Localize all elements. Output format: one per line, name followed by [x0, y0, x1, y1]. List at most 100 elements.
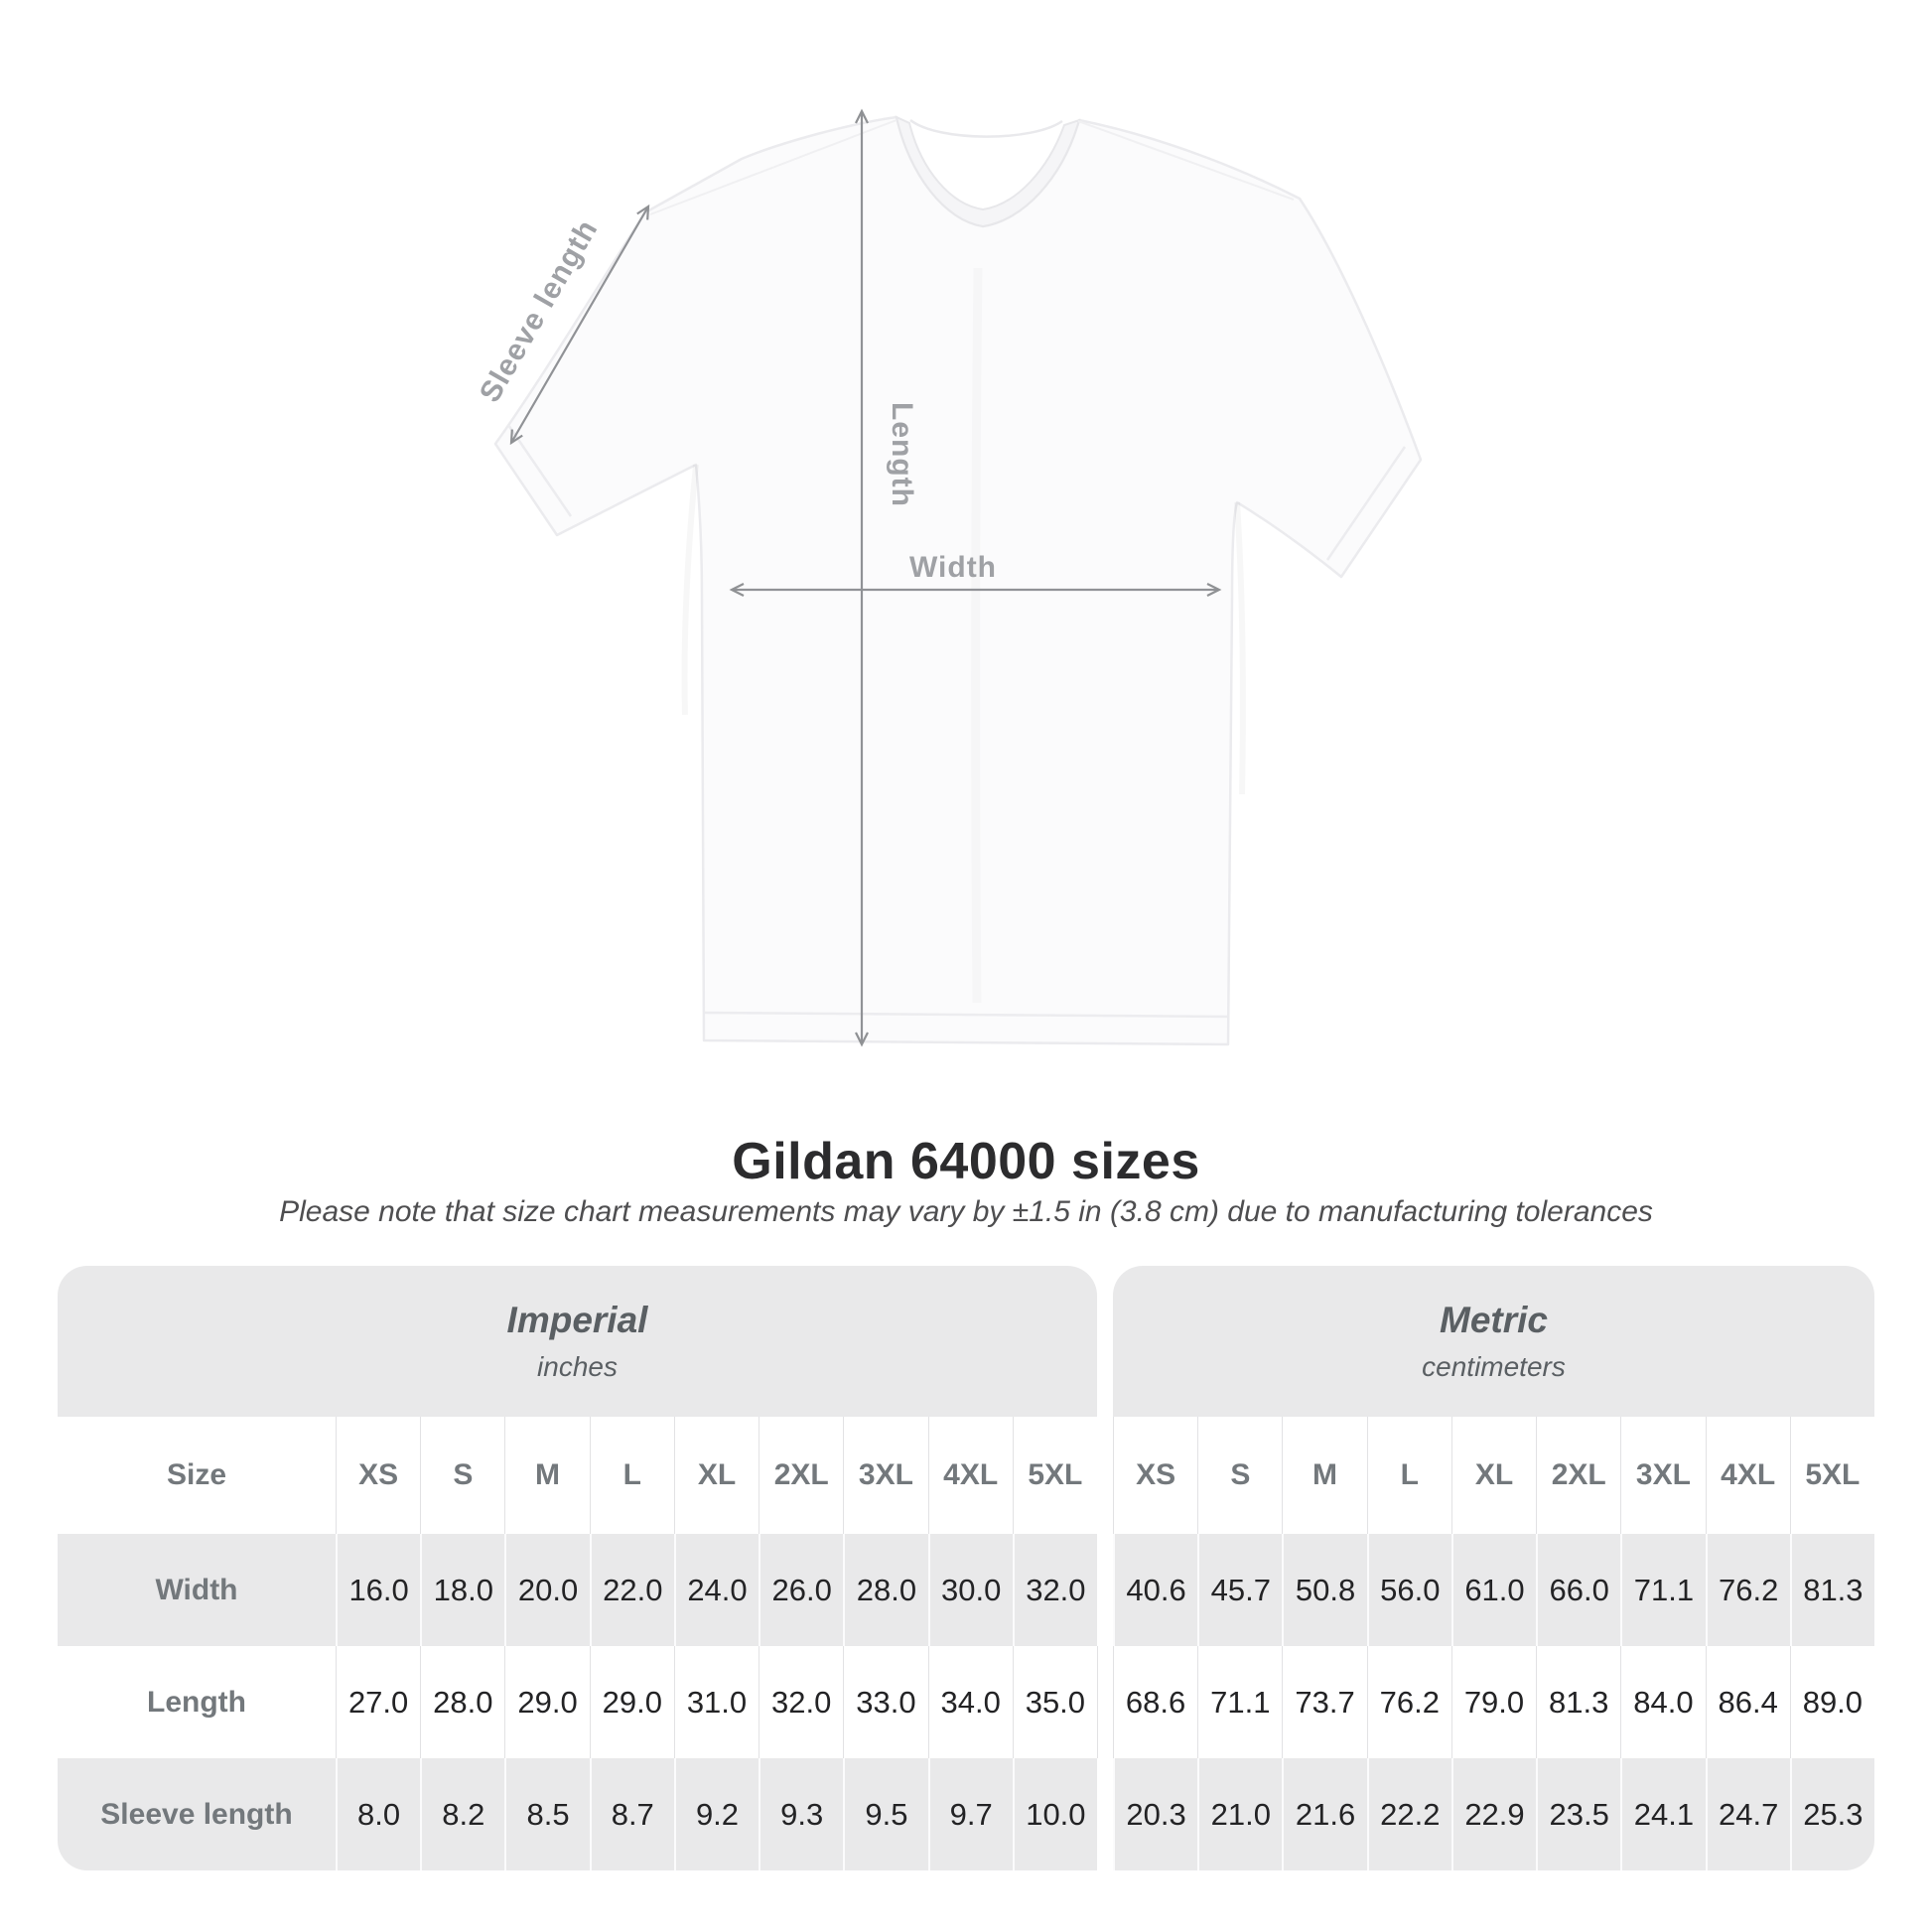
- group-gap: [1097, 1417, 1113, 1534]
- size-col-header: XS: [1112, 1417, 1197, 1534]
- value-cell: 56.0: [1366, 1534, 1451, 1646]
- value-cell: 45.7: [1197, 1534, 1282, 1646]
- value-cell: 40.6: [1112, 1534, 1197, 1646]
- size-col-header: XL: [673, 1417, 759, 1534]
- size-table: Imperial inches Metric centimeters Size …: [58, 1266, 1874, 1870]
- value-cell: 8.2: [420, 1758, 504, 1870]
- metric-band-unit: centimeters: [1422, 1351, 1566, 1382]
- size-col-header: 5XL: [1012, 1417, 1097, 1534]
- value-cell: 71.1: [1620, 1534, 1705, 1646]
- value-cell: 89.0: [1789, 1646, 1874, 1758]
- value-cell: 24.0: [673, 1534, 759, 1646]
- value-cell: 81.3: [1789, 1534, 1874, 1646]
- tshirt-graphic: [493, 115, 1423, 1046]
- size-col-header: S: [420, 1417, 504, 1534]
- value-cell: 9.5: [843, 1758, 927, 1870]
- value-cell: 32.0: [1012, 1534, 1097, 1646]
- size-col-header: 4XL: [927, 1417, 1013, 1534]
- size-col-header: 3XL: [843, 1417, 927, 1534]
- value-cell: 29.0: [504, 1646, 589, 1758]
- table-row-width: Width 16.0 18.0 20.0 22.0 24.0 26.0 28.0…: [58, 1534, 1874, 1646]
- size-col-header: 5XL: [1789, 1417, 1874, 1534]
- value-cell: 8.5: [504, 1758, 589, 1870]
- value-cell: 84.0: [1620, 1646, 1705, 1758]
- value-cell: 18.0: [420, 1534, 504, 1646]
- value-cell: 30.0: [927, 1534, 1013, 1646]
- value-cell: 9.3: [759, 1758, 843, 1870]
- value-cell: 22.2: [1366, 1758, 1451, 1870]
- unit-band-row: Imperial inches Metric centimeters: [58, 1266, 1874, 1417]
- tolerance-note: Please note that size chart measurements…: [279, 1195, 1653, 1228]
- imperial-band: Imperial inches: [58, 1266, 1097, 1417]
- value-cell: 21.0: [1197, 1758, 1282, 1870]
- size-col-header: XS: [336, 1417, 420, 1534]
- value-cell: 86.4: [1705, 1646, 1790, 1758]
- imperial-band-unit: inches: [537, 1351, 618, 1382]
- size-col-header: M: [504, 1417, 589, 1534]
- value-cell: 28.0: [420, 1646, 504, 1758]
- value-cell: 79.0: [1450, 1646, 1536, 1758]
- size-col-header: 2XL: [759, 1417, 843, 1534]
- value-cell: 71.1: [1197, 1646, 1282, 1758]
- sleeve-length-arrow: [509, 204, 650, 446]
- value-cell: 22.9: [1450, 1758, 1536, 1870]
- value-cell: 16.0: [336, 1534, 420, 1646]
- value-cell: 35.0: [1012, 1646, 1097, 1758]
- value-cell: 9.2: [673, 1758, 759, 1870]
- size-col-header: 4XL: [1705, 1417, 1790, 1534]
- group-gap: [1096, 1758, 1113, 1870]
- value-cell: 20.3: [1112, 1758, 1197, 1870]
- value-cell: 32.0: [759, 1646, 843, 1758]
- imperial-band-title: Imperial: [506, 1300, 648, 1340]
- value-cell: 23.5: [1536, 1758, 1620, 1870]
- value-cell: 8.7: [589, 1758, 674, 1870]
- collar-band: [895, 115, 1081, 228]
- value-cell: 27.0: [336, 1646, 420, 1758]
- row-label: Width: [155, 1573, 238, 1606]
- length-label: Length: [886, 402, 918, 507]
- value-cell: 20.0: [504, 1534, 589, 1646]
- value-cell: 50.8: [1282, 1534, 1366, 1646]
- group-gap: [1096, 1534, 1113, 1646]
- metric-band: Metric centimeters: [1113, 1266, 1874, 1417]
- value-cell: 24.7: [1705, 1758, 1790, 1870]
- value-cell: 33.0: [843, 1646, 927, 1758]
- metric-band-title: Metric: [1440, 1300, 1548, 1340]
- value-cell: 24.1: [1620, 1758, 1705, 1870]
- value-cell: 8.0: [336, 1758, 420, 1870]
- value-cell: 31.0: [673, 1646, 759, 1758]
- value-cell: 34.0: [927, 1646, 1013, 1758]
- page-title: Gildan 64000 sizes: [732, 1133, 1200, 1190]
- size-col-header: M: [1282, 1417, 1366, 1534]
- size-col-header: XL: [1450, 1417, 1536, 1534]
- size-header-cell: Size: [166, 1458, 227, 1491]
- value-cell: 61.0: [1450, 1534, 1536, 1646]
- size-col-header: L: [589, 1417, 674, 1534]
- size-header-row: Size XS S M L XL 2XL 3XL 4XL 5XL XS S M …: [58, 1417, 1874, 1534]
- size-col-header: L: [1366, 1417, 1451, 1534]
- size-col-header: 2XL: [1536, 1417, 1620, 1534]
- value-cell: 26.0: [759, 1534, 843, 1646]
- value-cell: 28.0: [843, 1534, 927, 1646]
- value-cell: 9.7: [927, 1758, 1013, 1870]
- row-label: Length: [147, 1685, 246, 1719]
- value-cell: 10.0: [1012, 1758, 1097, 1870]
- row-label: Sleeve length: [100, 1797, 293, 1831]
- value-cell: 81.3: [1536, 1646, 1620, 1758]
- band-gap: [1097, 1266, 1113, 1417]
- value-cell: 29.0: [589, 1646, 674, 1758]
- size-col-header: 3XL: [1620, 1417, 1705, 1534]
- value-cell: 76.2: [1366, 1646, 1451, 1758]
- value-cell: 25.3: [1789, 1758, 1874, 1870]
- width-label: Width: [909, 551, 997, 584]
- value-cell: 66.0: [1536, 1534, 1620, 1646]
- table-row-sleeve-length: Sleeve length 8.0 8.2 8.5 8.7 9.2 9.3 9.…: [58, 1758, 1874, 1870]
- value-cell: 21.6: [1282, 1758, 1366, 1870]
- value-cell: 73.7: [1282, 1646, 1366, 1758]
- value-cell: 68.6: [1112, 1646, 1197, 1758]
- size-col-header: S: [1197, 1417, 1282, 1534]
- group-gap: [1096, 1646, 1113, 1758]
- table-row-length: Length 27.0 28.0 29.0 29.0 31.0 32.0 33.…: [58, 1646, 1874, 1758]
